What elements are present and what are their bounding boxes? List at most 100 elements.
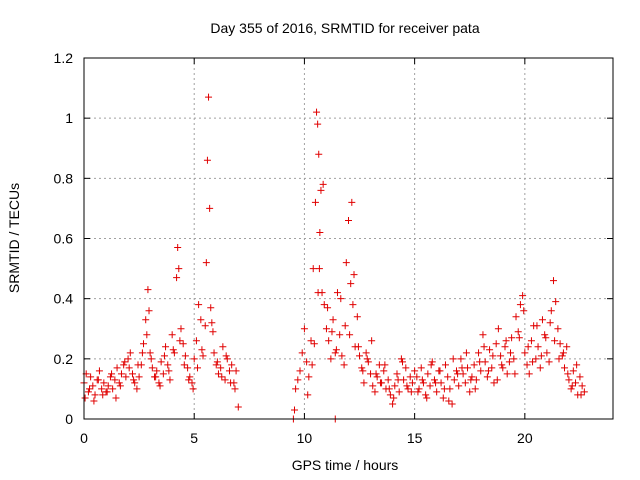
data-point [489,352,497,360]
data-point [328,328,336,336]
data-point [159,370,167,378]
data-point [359,367,367,375]
data-point [89,382,97,390]
data-point [563,343,571,351]
data-point [441,361,449,369]
data-point [198,346,206,354]
data-point [208,319,216,327]
data-point [521,349,529,357]
data-point [376,379,384,387]
data-point [561,364,569,372]
data-point [207,304,215,312]
data-point [145,307,153,315]
data-point [84,388,92,396]
data-point [86,385,94,393]
data-point [508,334,516,342]
data-point [194,364,202,372]
data-point [547,307,555,315]
data-point [160,352,168,360]
data-point [432,379,440,387]
data-point [385,385,393,393]
data-point [300,325,308,333]
data-point [549,277,557,285]
data-point [170,349,178,357]
data-point [424,370,432,378]
data-point [403,382,411,390]
data-point [329,316,337,324]
data-point [108,370,116,378]
data-point [371,388,379,396]
data-point [418,376,426,384]
data-point [468,373,476,381]
data-point [390,394,398,402]
data-point [427,361,435,369]
data-point [209,328,217,336]
data-point [466,388,474,396]
data-point [436,367,444,375]
data-point [555,355,563,363]
data-points [80,93,588,423]
data-point [298,349,306,357]
data-point [232,367,240,375]
data-point [180,361,188,369]
data-point [189,385,197,393]
data-point [394,376,402,384]
data-point [407,388,415,396]
data-point [515,334,523,342]
data-point [203,156,211,164]
data-point [576,373,584,381]
data-point [444,373,452,381]
data-point [201,322,209,330]
data-point [369,382,377,390]
data-point [551,337,559,345]
data-point [568,382,576,390]
data-point [455,382,463,390]
data-point [533,322,541,330]
data-point [234,403,242,411]
data-point [350,271,358,279]
data-point [483,373,491,381]
data-point [358,364,366,372]
data-point [181,352,189,360]
data-point [486,346,494,354]
data-point [218,373,226,381]
data-point [511,370,519,378]
data-point [212,361,220,369]
plot-frame [83,57,614,420]
data-point [450,376,458,384]
data-point [423,394,431,402]
y-tick-label: 0.2 [54,351,74,367]
data-point [360,379,368,387]
data-point [470,361,478,369]
data-point [524,343,532,351]
data-point [373,373,381,381]
data-point [188,379,196,387]
data-point [527,337,535,345]
data-point [514,328,522,336]
data-point [90,397,98,405]
data-point [144,286,152,294]
data-point [122,373,130,381]
data-point [572,379,580,387]
x-tick-label: 15 [407,430,423,446]
data-point [559,349,567,357]
data-point [100,379,108,387]
data-point [152,373,160,381]
data-point [314,120,322,128]
data-point [498,361,506,369]
data-point [380,367,388,375]
data-point [195,301,203,309]
data-point [217,364,225,372]
data-point [91,391,99,399]
y-tick-label: 1 [65,110,73,126]
data-point [176,337,184,345]
data-point [219,343,227,351]
data-point [389,400,397,408]
data-point [417,364,425,372]
data-point [554,325,562,333]
data-point [532,355,540,363]
data-point [148,364,156,372]
data-point [386,391,394,399]
data-point [430,376,438,384]
